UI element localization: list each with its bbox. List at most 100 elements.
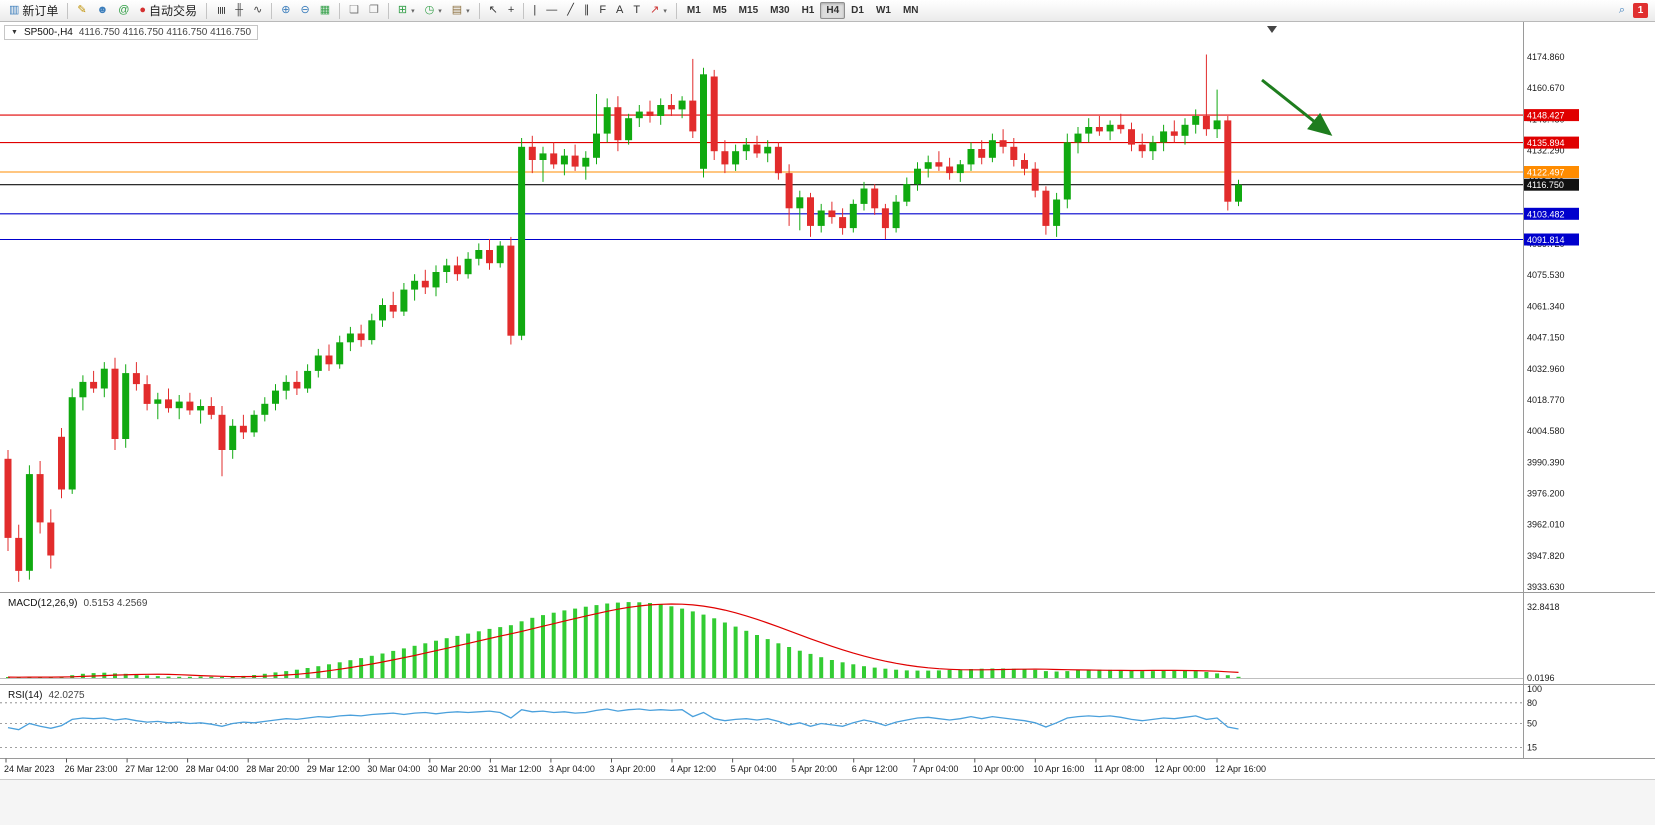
timeframe-m5-button[interactable]: M5 <box>712 5 727 16</box>
metaeditor-button[interactable]: ✎ <box>72 2 91 20</box>
line-chart-mode-button[interactable]: ∿ <box>248 2 267 20</box>
candle-body <box>1074 133 1082 143</box>
candle-body <box>379 305 386 321</box>
chart-shift-marker-icon[interactable] <box>1267 26 1277 33</box>
candle-body <box>1138 144 1146 152</box>
macd-bar <box>1011 668 1016 678</box>
macd-bar <box>466 633 471 678</box>
rsi-scale-label: 50 <box>1527 719 1537 729</box>
rsi-value: 42.0275 <box>48 690 85 701</box>
insert-indicator-button[interactable]: ⊞ ▾ <box>393 2 420 20</box>
macd-bar <box>401 648 406 678</box>
price-badge-label: 4103.482 <box>1527 209 1565 219</box>
candle-body <box>550 153 558 165</box>
candle-body <box>967 149 975 165</box>
notification-count-badge[interactable]: 1 <box>1633 3 1648 18</box>
tile-windows-icon: ▦ <box>319 4 331 16</box>
cursor-tool-button[interactable]: ↖ <box>484 2 503 20</box>
timeframe-h4-button[interactable]: H4 <box>820 2 846 19</box>
macd-values: 0.5153 4.2569 <box>83 598 148 609</box>
macd-bar <box>765 639 770 678</box>
candle-body <box>1031 168 1039 191</box>
zoom-in-button[interactable]: ⊕ <box>276 2 295 20</box>
timeframe-m1-button[interactable]: M1 <box>686 5 701 16</box>
macd-bar <box>669 606 674 678</box>
cascade-windows-icon: ❏ <box>349 4 360 16</box>
candle-body <box>796 197 804 209</box>
timeframe-h1-button[interactable]: H1 <box>801 5 815 16</box>
price-chart[interactable]: 4174.8604160.6704146.4804132.2904118.100… <box>0 22 1655 779</box>
support-chat-button[interactable]: ☻ <box>92 2 114 20</box>
macd-bar <box>551 612 556 678</box>
chart-title: ▼ SP500-,H4 4116.750 4116.750 4116.750 4… <box>4 25 259 40</box>
tile-windows-button[interactable]: ▦ <box>315 2 335 20</box>
macd-bar <box>851 664 856 678</box>
candle-body <box>1042 190 1050 226</box>
search-button[interactable]: ⌕ <box>1614 2 1630 20</box>
macd-bar <box>979 668 984 678</box>
candle-body <box>1095 127 1103 132</box>
price-axis-label: 4061.340 <box>1527 301 1565 311</box>
macd-bar <box>1150 671 1155 678</box>
timeframe-mn-button[interactable]: MN <box>902 5 919 16</box>
candle-body <box>914 168 921 185</box>
zoom-out-button[interactable]: ⊖ <box>296 2 315 20</box>
candlestick-mode-button[interactable]: ╫ <box>230 2 248 20</box>
community-button[interactable]: @ <box>113 2 134 20</box>
candle-body <box>325 355 333 365</box>
candle-body <box>1063 142 1071 200</box>
timeframe-m15-button[interactable]: M15 <box>738 5 759 16</box>
macd-bar <box>637 602 642 678</box>
macd-bar <box>883 668 888 678</box>
candle-body <box>560 155 568 165</box>
price-badge-bg <box>1524 233 1579 246</box>
chart-plot-area[interactable] <box>0 22 1523 592</box>
period-selector-icon: ◷ <box>424 4 435 16</box>
price-axis-label: 4047.150 <box>1527 333 1565 343</box>
candle-body <box>496 245 504 264</box>
macd-bar <box>1215 673 1220 678</box>
arrange-windows-button[interactable]: ❐ <box>364 2 384 20</box>
candle-body <box>774 146 782 174</box>
new-order-button[interactable]: ▥ 新订单 <box>4 2 63 20</box>
macd-bar <box>1108 669 1113 678</box>
macd-bar <box>797 650 802 678</box>
toolbar-separator <box>67 2 69 19</box>
candle-body <box>207 406 215 415</box>
auto-trading-button[interactable]: ● 自动交易 <box>134 2 202 20</box>
price-axis-label: 4004.580 <box>1527 426 1565 436</box>
trend-arrow-annotation[interactable] <box>1261 78 1333 136</box>
timeframe-w1-button[interactable]: W1 <box>875 5 891 16</box>
cascade-windows-button[interactable]: ❏ <box>344 2 364 20</box>
candle-body <box>229 425 237 450</box>
candle-body <box>36 474 44 523</box>
timeframe-m30-button[interactable]: M30 <box>770 5 790 16</box>
candlestick-mode-icon: ╫ <box>235 4 244 16</box>
fibonacci-tool-icon: F <box>599 4 607 16</box>
zoom-out-icon: ⊖ <box>300 4 310 16</box>
fibonacci-tool-button[interactable]: F <box>594 2 611 20</box>
crosshair-tool-button[interactable]: + <box>503 2 519 20</box>
arrows-tool-button[interactable]: ↗ ▾ <box>645 2 672 20</box>
macd-bar <box>840 662 845 678</box>
price-badge-bg <box>1524 178 1579 191</box>
text-tool-button[interactable]: A <box>611 2 628 20</box>
vertical-line-tool-button[interactable]: | <box>528 2 541 20</box>
price-axis-label: 4018.770 <box>1527 395 1565 405</box>
collapse-triangle-icon[interactable]: ▼ <box>11 29 18 36</box>
period-selector-button[interactable]: ◷ ▾ <box>420 2 447 20</box>
horizontal-line-tool-button[interactable]: — <box>541 2 562 20</box>
trendline-tool-button[interactable]: ╱ <box>562 2 579 20</box>
macd-signal-line <box>7 603 1239 678</box>
chart-template-button[interactable]: ▤ ▾ <box>447 2 475 20</box>
candle-body <box>218 414 226 450</box>
bar-chart-mode-button[interactable]: ≣ <box>211 2 230 20</box>
candle-body <box>1224 120 1232 202</box>
macd-bar <box>819 657 824 678</box>
timeframe-d1-button[interactable]: D1 <box>851 5 864 16</box>
macd-bar <box>787 647 792 678</box>
label-tool-button[interactable]: T <box>628 2 645 20</box>
channel-tool-button[interactable]: ∥ <box>579 2 595 20</box>
macd-bar <box>1001 668 1006 678</box>
candle-body <box>721 151 729 165</box>
